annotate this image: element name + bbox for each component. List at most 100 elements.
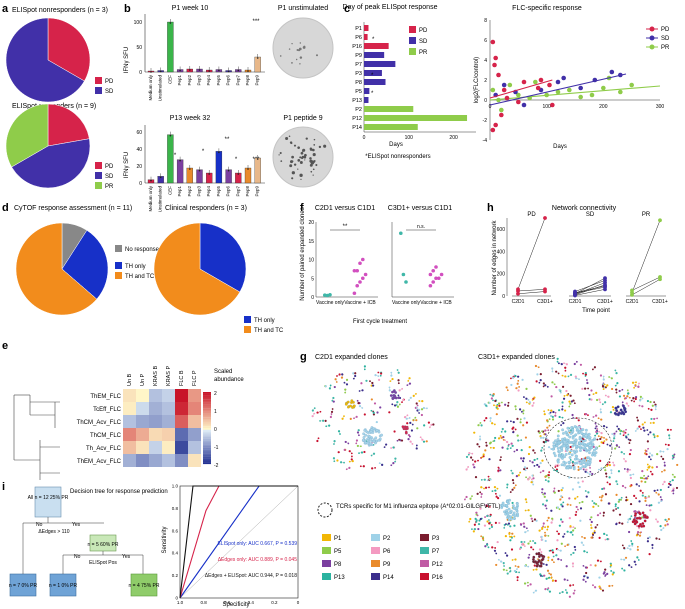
node (493, 549, 497, 552)
node (344, 402, 348, 406)
group-label: PR (642, 212, 651, 218)
node (515, 506, 519, 510)
pie-slice (199, 222, 247, 293)
node (620, 451, 623, 454)
node (656, 453, 659, 456)
node (541, 488, 544, 491)
node (630, 540, 633, 542)
node (378, 462, 381, 465)
node (343, 461, 345, 464)
flc-ylabel: log2(FLC/control) (474, 57, 480, 103)
category-label: Pep7 (235, 75, 240, 86)
node (344, 391, 347, 394)
node (359, 465, 362, 468)
node (596, 514, 600, 517)
node (641, 491, 644, 494)
node (579, 363, 583, 366)
node (562, 444, 566, 448)
node (539, 471, 542, 474)
node (505, 523, 507, 525)
node (526, 467, 529, 470)
node (551, 447, 555, 451)
node (545, 474, 548, 478)
node (621, 411, 625, 415)
scale-step (203, 393, 211, 396)
node (591, 453, 594, 457)
node (412, 394, 415, 398)
node (546, 569, 550, 572)
node (667, 518, 670, 521)
node (650, 417, 653, 421)
node (416, 427, 419, 430)
node (525, 421, 529, 424)
node (493, 404, 495, 407)
paired-line (517, 289, 546, 292)
node (465, 495, 468, 499)
data-point (561, 75, 566, 81)
spot (313, 144, 316, 146)
node (600, 499, 603, 502)
node (418, 412, 421, 414)
data-point (630, 288, 634, 293)
node (594, 422, 597, 425)
scale-step (203, 413, 211, 416)
scale-step (203, 422, 211, 425)
node (608, 483, 611, 486)
node (586, 381, 589, 385)
bar (254, 157, 261, 184)
data-point (493, 122, 498, 128)
node (541, 554, 544, 558)
node (540, 535, 543, 538)
node (556, 539, 559, 542)
node (546, 519, 549, 522)
node (547, 439, 550, 442)
tick: 0 (363, 135, 366, 141)
scale-tick: 1 (214, 409, 217, 415)
node (550, 414, 553, 418)
data-point (169, 22, 172, 24)
node (644, 499, 647, 503)
node (651, 473, 654, 476)
nonresponder-star: * (371, 73, 374, 79)
node (515, 387, 518, 390)
node (564, 545, 566, 548)
tick: 0.8 (200, 600, 207, 605)
node (636, 427, 639, 430)
node (659, 488, 662, 492)
node (473, 527, 477, 531)
data-point (592, 77, 598, 83)
node (556, 360, 559, 363)
node (544, 440, 547, 443)
node (561, 401, 564, 404)
node (634, 430, 637, 432)
bar (215, 151, 223, 184)
node (638, 382, 640, 385)
node (570, 426, 573, 429)
node (394, 460, 397, 463)
peak-bar (364, 115, 468, 121)
spot (297, 168, 299, 170)
node (390, 447, 392, 449)
node (406, 414, 409, 417)
node (542, 469, 545, 473)
node (563, 442, 567, 446)
bar2-ylabel: IFNγ SFU (124, 152, 130, 178)
spot (301, 156, 304, 160)
node (599, 411, 603, 414)
node (535, 568, 538, 571)
node (671, 473, 674, 476)
node (576, 495, 579, 498)
node (554, 414, 557, 417)
sig-label: ** (343, 224, 348, 230)
root-text: All n = 12 25% PR (28, 495, 69, 501)
node (639, 489, 642, 492)
node (561, 385, 565, 388)
node (615, 523, 618, 526)
tick: 0 (489, 104, 492, 110)
legend-label: SD (419, 39, 428, 45)
node (633, 400, 636, 403)
network-c3d1 (463, 357, 679, 598)
tick: 8 (484, 18, 487, 24)
node (660, 528, 663, 532)
